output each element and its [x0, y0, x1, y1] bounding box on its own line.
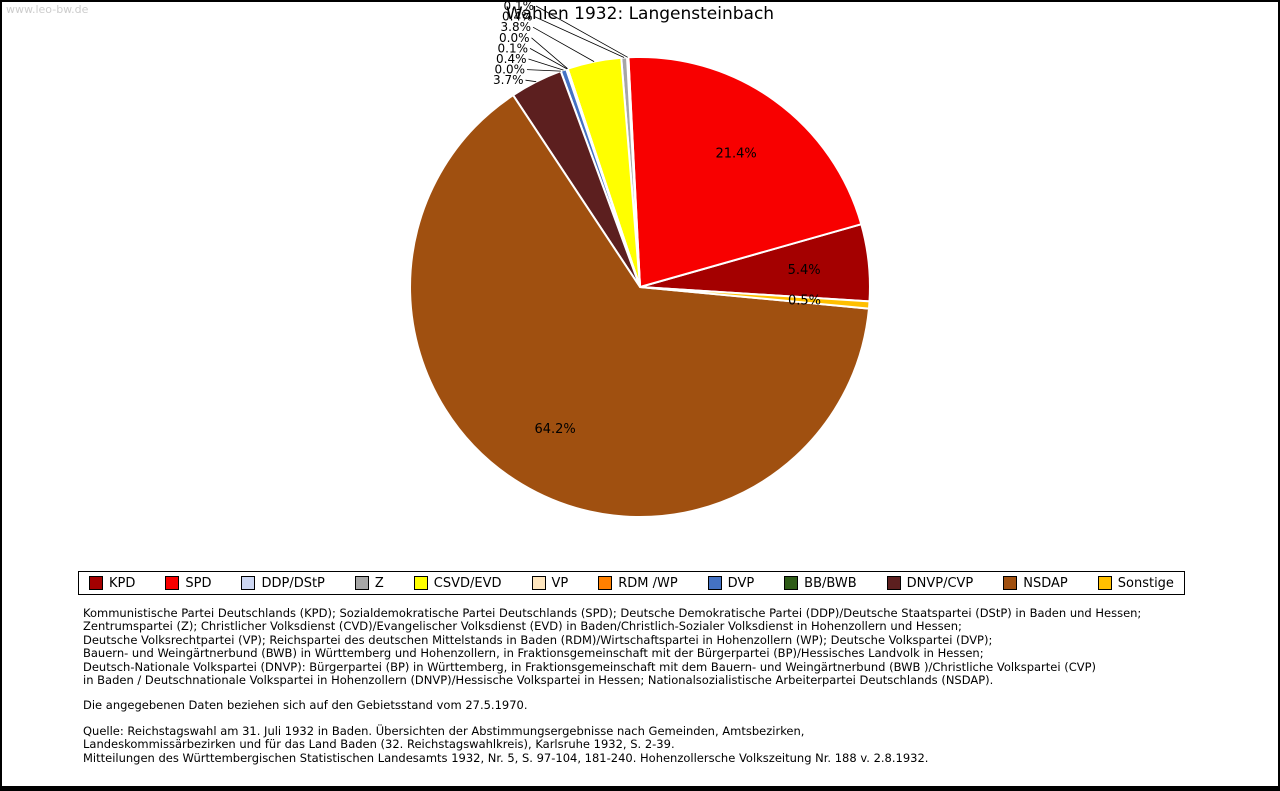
legend-label: DVP: [727, 575, 755, 591]
legend-swatch-rdm-wp: [598, 576, 613, 590]
legend: KPD SPD DDP/DStP Z CSVD/EVD VP RDM /WP DVP BB/BW…: [78, 571, 1185, 595]
slice-label-dnvp-cvp: 3.7%: [493, 73, 524, 87]
legend-item-rdm-wp: RDM /WP: [598, 575, 678, 591]
chart-title: Wahlen 1932: Langensteinbach: [505, 4, 775, 24]
slice-label-ddp-dstp: 0.1%: [504, 0, 535, 13]
slice-label-sonstige: 0.5%: [788, 293, 821, 308]
slice-label-dvp: 0.4%: [496, 52, 527, 66]
pie-slice-spd: [627, 56, 863, 289]
legend-item-sonstige: Sonstige: [1097, 575, 1174, 591]
legend-swatch-bb-bwb: [784, 576, 799, 590]
label-leader-line-ddp-dstp: [535, 5, 628, 58]
legend-item-dnvp-cvp: DNVP/CVP: [886, 575, 974, 591]
label-leader-line-csvd-evd: [532, 26, 595, 62]
slice-label-rdm-wp: 0.1%: [498, 41, 529, 55]
legend-item-vp: VP: [531, 575, 569, 591]
legend-item-nsdap: NSDAP: [1003, 576, 1068, 591]
label-leader-line-dnvp-cvp: [525, 79, 537, 83]
legend-item-spd: SPD: [165, 576, 211, 591]
legend-swatch-csvd-evd: [413, 576, 428, 590]
legend-item-z: Z: [354, 575, 384, 591]
pie-slice-nsdap: [409, 93, 871, 519]
legend-item-csvd-evd: CSVD/EVD: [413, 575, 502, 591]
legend-swatch-dnvp-cvp: [886, 576, 901, 590]
pie-slice-sonstige: [639, 286, 871, 310]
legend-swatch-kpd: [89, 576, 103, 590]
legend-label: Z: [374, 575, 384, 591]
party-notes-line: in Baden / Deutschnationale Volkspartei …: [83, 673, 994, 688]
legend-swatch-ddp-dstp: [241, 576, 256, 590]
party-notes-line: Deutsch-Nationale Volkspartei (DNVP): Bü…: [83, 659, 1097, 674]
legend-label: NSDAP: [1023, 575, 1068, 591]
label-leader-line-dvp: [528, 58, 564, 71]
source-line: Mitteilungen des Württembergischen Stati…: [83, 750, 929, 765]
legend-label: DDP/DStP: [261, 575, 325, 591]
legend-item-bb-bwb: BB/BWB: [784, 575, 857, 591]
slice-label-nsdap: 64.2%: [534, 422, 575, 437]
legend-label: RDM /WP: [618, 575, 678, 591]
source-line: Quelle: Reichstagswahl am 31. Juli 1932 …: [83, 723, 805, 738]
legend-swatch-spd: [165, 576, 180, 590]
legend-item-kpd: KPD: [89, 576, 135, 591]
source-line: Landeskommissärbezirken und für das Land…: [83, 737, 675, 752]
label-leader-line-z: [534, 16, 625, 58]
slice-label-kpd: 5.4%: [788, 263, 821, 278]
legend-label: BB/BWB: [804, 575, 857, 591]
legend-item-dvp: DVP: [707, 575, 755, 591]
legend-label: VP: [551, 575, 569, 591]
label-leader-line-bb-bwb: [526, 69, 561, 72]
party-notes-line: Zentrumspartei (Z); Christlicher Volksdi…: [83, 619, 962, 634]
legend-label: SPD: [185, 575, 212, 591]
legend-swatch-z: [354, 576, 369, 590]
legend-swatch-nsdap: [1003, 576, 1018, 590]
gebietsstand-note: Die angegebenen Daten beziehen sich auf …: [83, 698, 528, 713]
notes-block: Kommunistische Partei Deutschlands (KPD)…: [83, 606, 1142, 765]
legend-swatch-vp: [531, 576, 546, 590]
site-watermark: www.leo-bw.de: [6, 3, 89, 16]
label-leader-line-vp: [531, 37, 568, 70]
legend-label: CSVD/EVD: [433, 575, 502, 591]
legend-swatch-sonstige: [1097, 576, 1112, 590]
party-notes-line: Deutsche Volksrechtpartei (VP); Reichspa…: [83, 632, 993, 647]
legend-item-ddp-dstp: DDP/DStP: [241, 575, 325, 591]
slice-label-csvd-evd: 3.8%: [501, 20, 532, 34]
label-leader-line-rdm-wp: [529, 48, 568, 70]
legend-label: DNVP/CVP: [906, 575, 974, 591]
slice-label-z: 0.4%: [502, 10, 533, 24]
party-notes-line: Kommunistische Partei Deutschlands (KPD)…: [83, 606, 1142, 620]
legend-label: Sonstige: [1117, 575, 1174, 591]
party-notes-line: Bauern- und Weingärtnerbund (BWB) in Wür…: [83, 646, 984, 661]
legend-swatch-dvp: [707, 576, 722, 590]
slice-label-vp: 0.0%: [499, 31, 530, 45]
slice-label-spd: 21.4%: [715, 146, 756, 161]
slice-label-bb-bwb: 0.0%: [495, 63, 526, 77]
legend-label: KPD: [109, 575, 136, 591]
